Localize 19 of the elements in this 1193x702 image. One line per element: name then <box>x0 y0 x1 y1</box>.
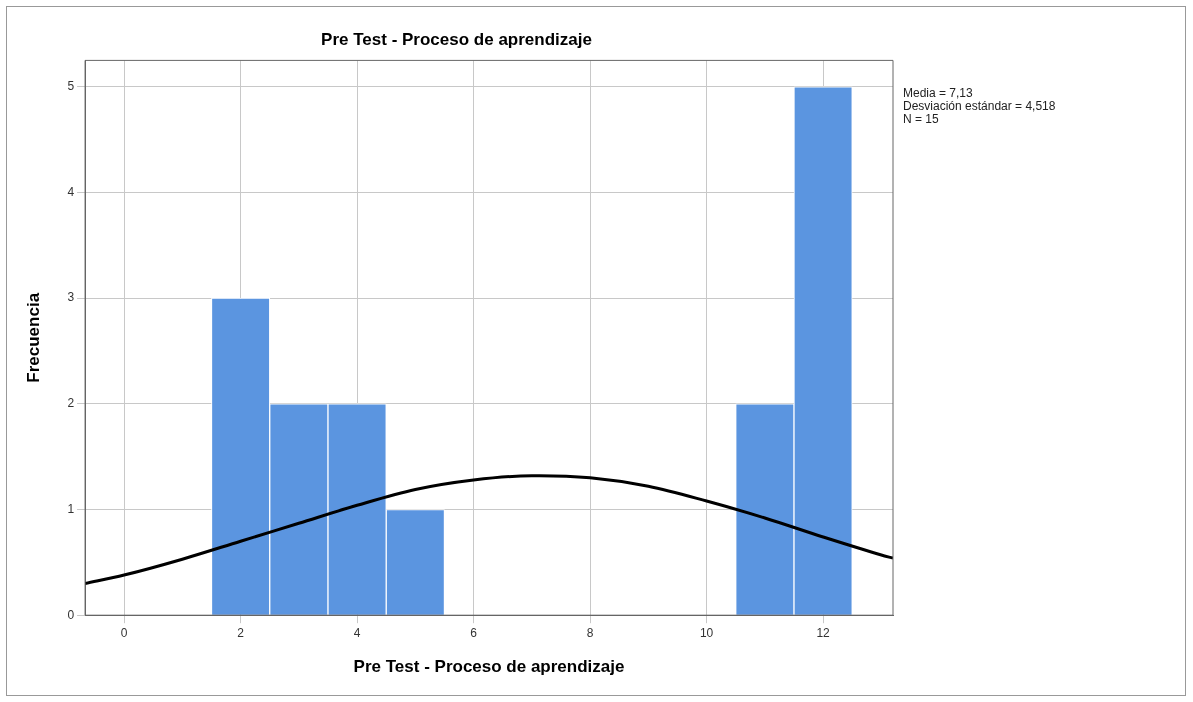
chart-title: Pre Test - Proceso de aprendizaje <box>321 29 592 49</box>
y-tick-label: 4 <box>67 184 75 199</box>
x-tick-label: 2 <box>237 625 245 640</box>
x-tick-label: 6 <box>470 625 478 640</box>
y-tick-label: 5 <box>67 79 75 94</box>
x-tick-label: 4 <box>353 625 361 640</box>
text: Desviación estándar = 4,518 <box>903 99 1056 113</box>
x-tick-label: 10 <box>699 625 714 640</box>
text: Media = 7,13 <box>903 86 974 100</box>
y-axis-title: Frecuencia <box>23 292 43 383</box>
x-tick-label: 12 <box>816 625 831 640</box>
x-axis-title: Pre Test - Proceso de aprendizaje <box>353 657 625 677</box>
x-tick-label: 8 <box>586 625 594 640</box>
x-tick-label: 0 <box>120 625 128 640</box>
y-tick-label: 0 <box>67 607 75 622</box>
y-tick-label: 1 <box>67 501 75 516</box>
text: N = 15 <box>903 112 940 126</box>
y-tick-label: 3 <box>67 290 75 305</box>
y-tick-label: 2 <box>67 396 75 411</box>
